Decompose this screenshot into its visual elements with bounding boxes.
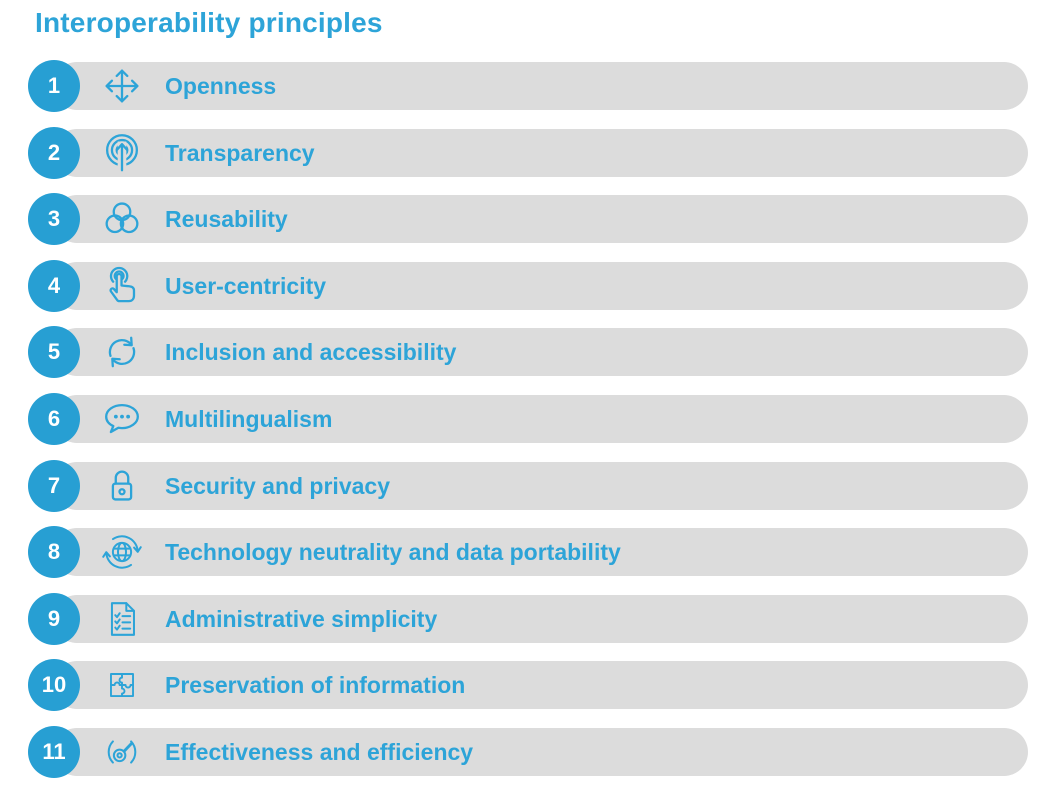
page-title: Interoperability principles [35, 7, 383, 38]
badge-number: 7 [47, 472, 61, 498]
principle-row: 6 Multilingualism [28, 392, 1028, 445]
badge-number: 9 [47, 605, 61, 631]
principle-label: Openness [165, 73, 277, 99]
badge-number: 10 [41, 672, 67, 698]
badge-number: 1 [47, 73, 61, 98]
principle-label: Effectiveness and efficiency [165, 738, 474, 765]
badge-number: 8 [47, 539, 61, 565]
principle-number-badge: 8 [28, 526, 80, 579]
principles-list: 1 Openness 2 Transparency 3 [28, 60, 1028, 778]
padlock-icon [99, 463, 145, 509]
principle-label: Technology neutrality and data portabili… [165, 539, 621, 566]
principle-row: 3 Reusability [28, 193, 1028, 246]
principle-row: 8 Technology neutrality and data portabi… [28, 526, 1028, 579]
principle-number-badge: 7 [28, 459, 80, 512]
principle-number-badge: 11 [28, 725, 80, 778]
principle-row: 9 Administrative simplicity [28, 592, 1028, 645]
principle-row: 10 Preservation of information [28, 659, 1028, 712]
principle-row: 4 User-centricity [28, 259, 1028, 312]
principle-number-badge: 5 [28, 326, 80, 379]
principle-number-badge: 2 [28, 126, 80, 179]
tap-hand-icon [99, 263, 145, 309]
principle-label: Preservation of information [165, 672, 466, 699]
principle-row: 7 Security and privacy [28, 459, 1028, 512]
principle-number-badge: 1 [28, 60, 80, 112]
principle-label: Reusability [165, 206, 288, 233]
principle-row: 5 Inclusion and accessibility [28, 326, 1028, 379]
globe-arrows-icon [99, 529, 145, 575]
principle-label: User-centricity [165, 272, 327, 299]
principle-row: 11 Effectiveness and efficiency [28, 725, 1028, 778]
move-arrows-icon [99, 63, 145, 109]
principle-number-badge: 6 [28, 392, 80, 445]
badge-number: 2 [47, 139, 61, 165]
gauge-icon [99, 729, 145, 775]
venn-diagram-icon [99, 196, 145, 242]
principle-row: 1 Openness [28, 60, 1028, 112]
principle-label: Inclusion and accessibility [165, 339, 457, 366]
principle-label: Transparency [165, 139, 315, 166]
puzzle-pieces-icon [99, 662, 145, 708]
broadcast-signal-icon [99, 130, 145, 176]
principle-label: Security and privacy [165, 472, 390, 499]
badge-number: 5 [47, 339, 61, 365]
principle-number-badge: 10 [28, 659, 80, 712]
badge-number: 4 [47, 272, 61, 298]
principle-number-badge: 4 [28, 259, 80, 312]
principle-row: 2 Transparency [28, 126, 1028, 179]
principle-number-badge: 3 [28, 193, 80, 246]
principle-number-badge: 9 [28, 592, 80, 645]
badge-number: 11 [42, 738, 66, 764]
badge-number: 3 [47, 206, 61, 232]
principle-label: Multilingualism [165, 405, 333, 432]
checklist-document-icon [99, 596, 145, 642]
cycle-arrows-icon [99, 329, 145, 375]
badge-number: 6 [47, 405, 61, 431]
speech-bubble-icon [99, 396, 145, 442]
principle-label: Administrative simplicity [165, 605, 438, 632]
